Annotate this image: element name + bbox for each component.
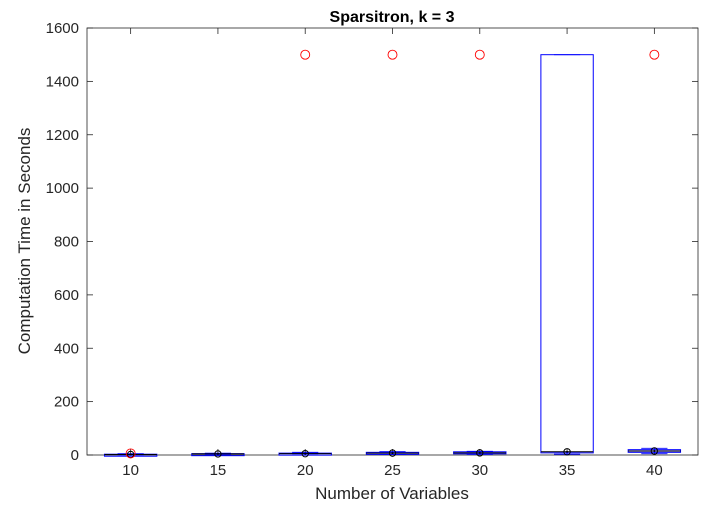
outlier-marker <box>125 448 136 459</box>
median-dot <box>216 452 219 455</box>
outlier-marker <box>387 49 398 60</box>
median-dot <box>391 452 394 455</box>
plot-area: 0 200 400 600 800 1000 1200 1400 1600 10 15 20 25 30 3… <box>46 20 699 479</box>
y-tick-label: 800 <box>54 234 79 251</box>
x-tick-label: 10 <box>122 462 139 479</box>
y-axis-label: Computation Time in Seconds <box>15 128 34 355</box>
median-marker <box>650 447 659 455</box>
outlier-marker <box>649 49 660 60</box>
median-dot <box>129 453 132 456</box>
median-marker <box>214 450 222 458</box>
median-dot <box>304 452 307 455</box>
median-marker <box>301 449 309 458</box>
outlier-marker <box>300 49 311 60</box>
y-tick-label: 1600 <box>46 20 79 37</box>
median-dot <box>478 451 481 454</box>
x-tick-label: 35 <box>559 462 576 479</box>
y-tick-label: 600 <box>54 287 79 304</box>
y-tick-label: 1200 <box>46 127 79 144</box>
median-dot <box>566 450 569 453</box>
x-axis-label: Number of Variables <box>315 484 469 503</box>
median-dot <box>653 449 656 452</box>
y-tick-label: 0 <box>71 447 79 464</box>
median-marker <box>563 448 571 456</box>
outlier-marker <box>474 49 485 60</box>
x-tick-label: 25 <box>384 462 401 479</box>
chart-title: Sparsitron, k = 3 <box>330 9 455 26</box>
y-tick-label: 1000 <box>46 180 79 197</box>
y-tick-label: 200 <box>54 394 79 411</box>
axes-box <box>86 27 699 456</box>
x-tick-label: 15 <box>210 462 227 479</box>
y-tick-label: 1400 <box>46 73 79 90</box>
x-tick-label: 20 <box>297 462 314 479</box>
x-tick-label: 30 <box>471 462 488 479</box>
median-marker <box>476 449 484 457</box>
x-tick-label: 40 <box>646 462 663 479</box>
box <box>540 54 594 454</box>
median-marker <box>388 449 397 457</box>
y-tick-label: 400 <box>54 340 79 357</box>
